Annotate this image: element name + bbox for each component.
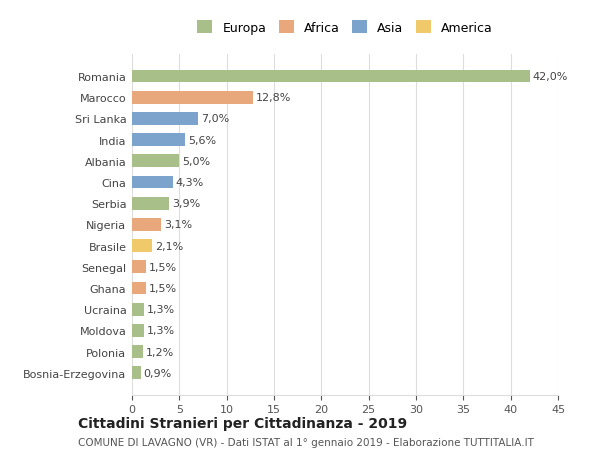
Text: 7,0%: 7,0% xyxy=(201,114,229,124)
Bar xyxy=(132,176,173,189)
Bar xyxy=(132,325,145,337)
Bar xyxy=(132,134,185,147)
Bar xyxy=(132,367,140,379)
Text: 1,5%: 1,5% xyxy=(149,262,177,272)
Text: 1,2%: 1,2% xyxy=(146,347,175,357)
Bar xyxy=(132,282,146,295)
Bar xyxy=(132,240,152,252)
Text: 1,3%: 1,3% xyxy=(147,326,175,336)
Text: 2,1%: 2,1% xyxy=(155,241,183,251)
Text: 3,9%: 3,9% xyxy=(172,199,200,209)
Bar xyxy=(132,303,145,316)
Text: 4,3%: 4,3% xyxy=(176,178,204,188)
Bar xyxy=(132,218,161,231)
Text: Cittadini Stranieri per Cittadinanza - 2019: Cittadini Stranieri per Cittadinanza - 2… xyxy=(78,416,407,430)
Bar xyxy=(132,71,530,83)
Bar xyxy=(132,197,169,210)
Bar xyxy=(132,346,143,358)
Text: 3,1%: 3,1% xyxy=(164,220,193,230)
Text: 1,3%: 1,3% xyxy=(147,304,175,314)
Text: 42,0%: 42,0% xyxy=(532,72,568,82)
Text: COMUNE DI LAVAGNO (VR) - Dati ISTAT al 1° gennaio 2019 - Elaborazione TUTTITALIA: COMUNE DI LAVAGNO (VR) - Dati ISTAT al 1… xyxy=(78,437,534,447)
Bar xyxy=(132,113,198,125)
Text: 12,8%: 12,8% xyxy=(256,93,292,103)
Bar xyxy=(132,261,146,274)
Text: 1,5%: 1,5% xyxy=(149,283,177,293)
Text: 0,9%: 0,9% xyxy=(143,368,172,378)
Legend: Europa, Africa, Asia, America: Europa, Africa, Asia, America xyxy=(194,17,496,38)
Text: 5,6%: 5,6% xyxy=(188,135,216,146)
Bar xyxy=(132,92,253,104)
Text: 5,0%: 5,0% xyxy=(182,157,210,167)
Bar xyxy=(132,155,179,168)
